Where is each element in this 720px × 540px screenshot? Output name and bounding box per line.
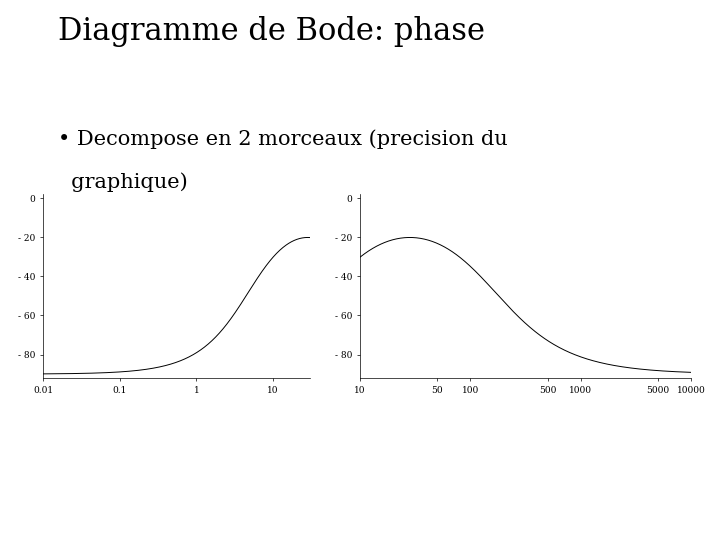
- Text: graphique): graphique): [58, 173, 187, 192]
- Text: • Decompose en 2 morceaux (precision du: • Decompose en 2 morceaux (precision du: [58, 130, 507, 149]
- Text: Diagramme de Bode: phase: Diagramme de Bode: phase: [58, 16, 485, 47]
